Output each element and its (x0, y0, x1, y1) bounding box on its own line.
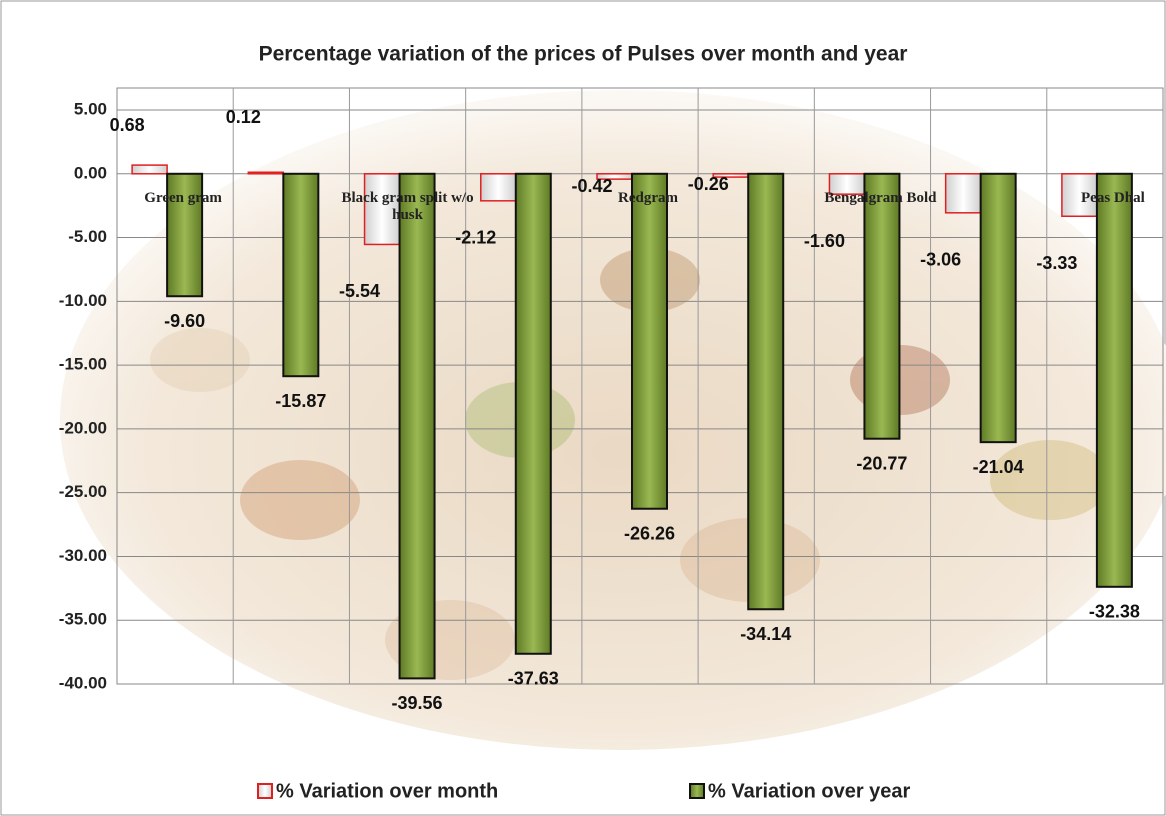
y-tick-label: 5.00 (74, 99, 107, 118)
data-label: -26.26 (624, 523, 675, 543)
data-label: -15.87 (275, 391, 326, 411)
data-label: -34.14 (740, 624, 791, 644)
x-tick-label: Bengalgram Bold (824, 190, 937, 206)
y-tick-label: 0.00 (74, 163, 107, 182)
legend-swatch (257, 783, 273, 799)
x-tick-label: Redgram (618, 190, 678, 206)
chart-title: Percentage variation of the prices of Pu… (259, 43, 908, 66)
y-tick-label: -25.00 (59, 482, 107, 501)
data-label: -21.04 (973, 457, 1024, 477)
bar (747, 172, 785, 611)
y-tick-label: -40.00 (59, 673, 107, 692)
y-tick-label: -30.00 (59, 546, 107, 565)
data-label: -0.42 (571, 176, 612, 196)
data-label: -0.26 (688, 174, 729, 194)
data-label: -1.60 (804, 231, 845, 251)
data-label: -20.77 (856, 453, 907, 473)
legend-swatch (689, 783, 705, 799)
legend-label: % Variation over year (708, 780, 911, 802)
bar (1061, 173, 1098, 218)
data-label: -9.60 (164, 311, 205, 331)
bar (631, 172, 668, 510)
data-label: -2.12 (455, 228, 496, 248)
bar (863, 172, 901, 440)
bar (166, 172, 204, 298)
y-tick-label: -20.00 (59, 418, 107, 437)
bar (514, 172, 552, 655)
y-tick-label: -35.00 (59, 610, 107, 629)
x-tick-label: Green gram (144, 190, 222, 206)
x-tick-label: Peas Dhal (1081, 190, 1145, 206)
y-tick-label: -15.00 (59, 355, 107, 374)
legend-label: % Variation over month (276, 780, 498, 802)
bar (131, 164, 168, 175)
data-label: -5.54 (339, 281, 380, 301)
data-label: -3.33 (1036, 253, 1077, 273)
data-label: -39.56 (392, 693, 443, 713)
x-tick-label: Black gram split w/o husk (341, 190, 474, 223)
data-label: -37.63 (508, 669, 559, 689)
data-label: 0.68 (110, 115, 145, 135)
bar (282, 172, 320, 378)
bar (1095, 172, 1133, 588)
bar (979, 172, 1017, 444)
data-label: -3.06 (920, 250, 961, 270)
y-tick-label: -5.00 (68, 227, 107, 246)
y-tick-label: -10.00 (59, 291, 107, 310)
bar (480, 173, 517, 202)
data-label: 0.12 (226, 107, 261, 127)
data-label: -32.38 (1089, 602, 1140, 622)
bar (398, 172, 436, 680)
bar (247, 171, 285, 175)
